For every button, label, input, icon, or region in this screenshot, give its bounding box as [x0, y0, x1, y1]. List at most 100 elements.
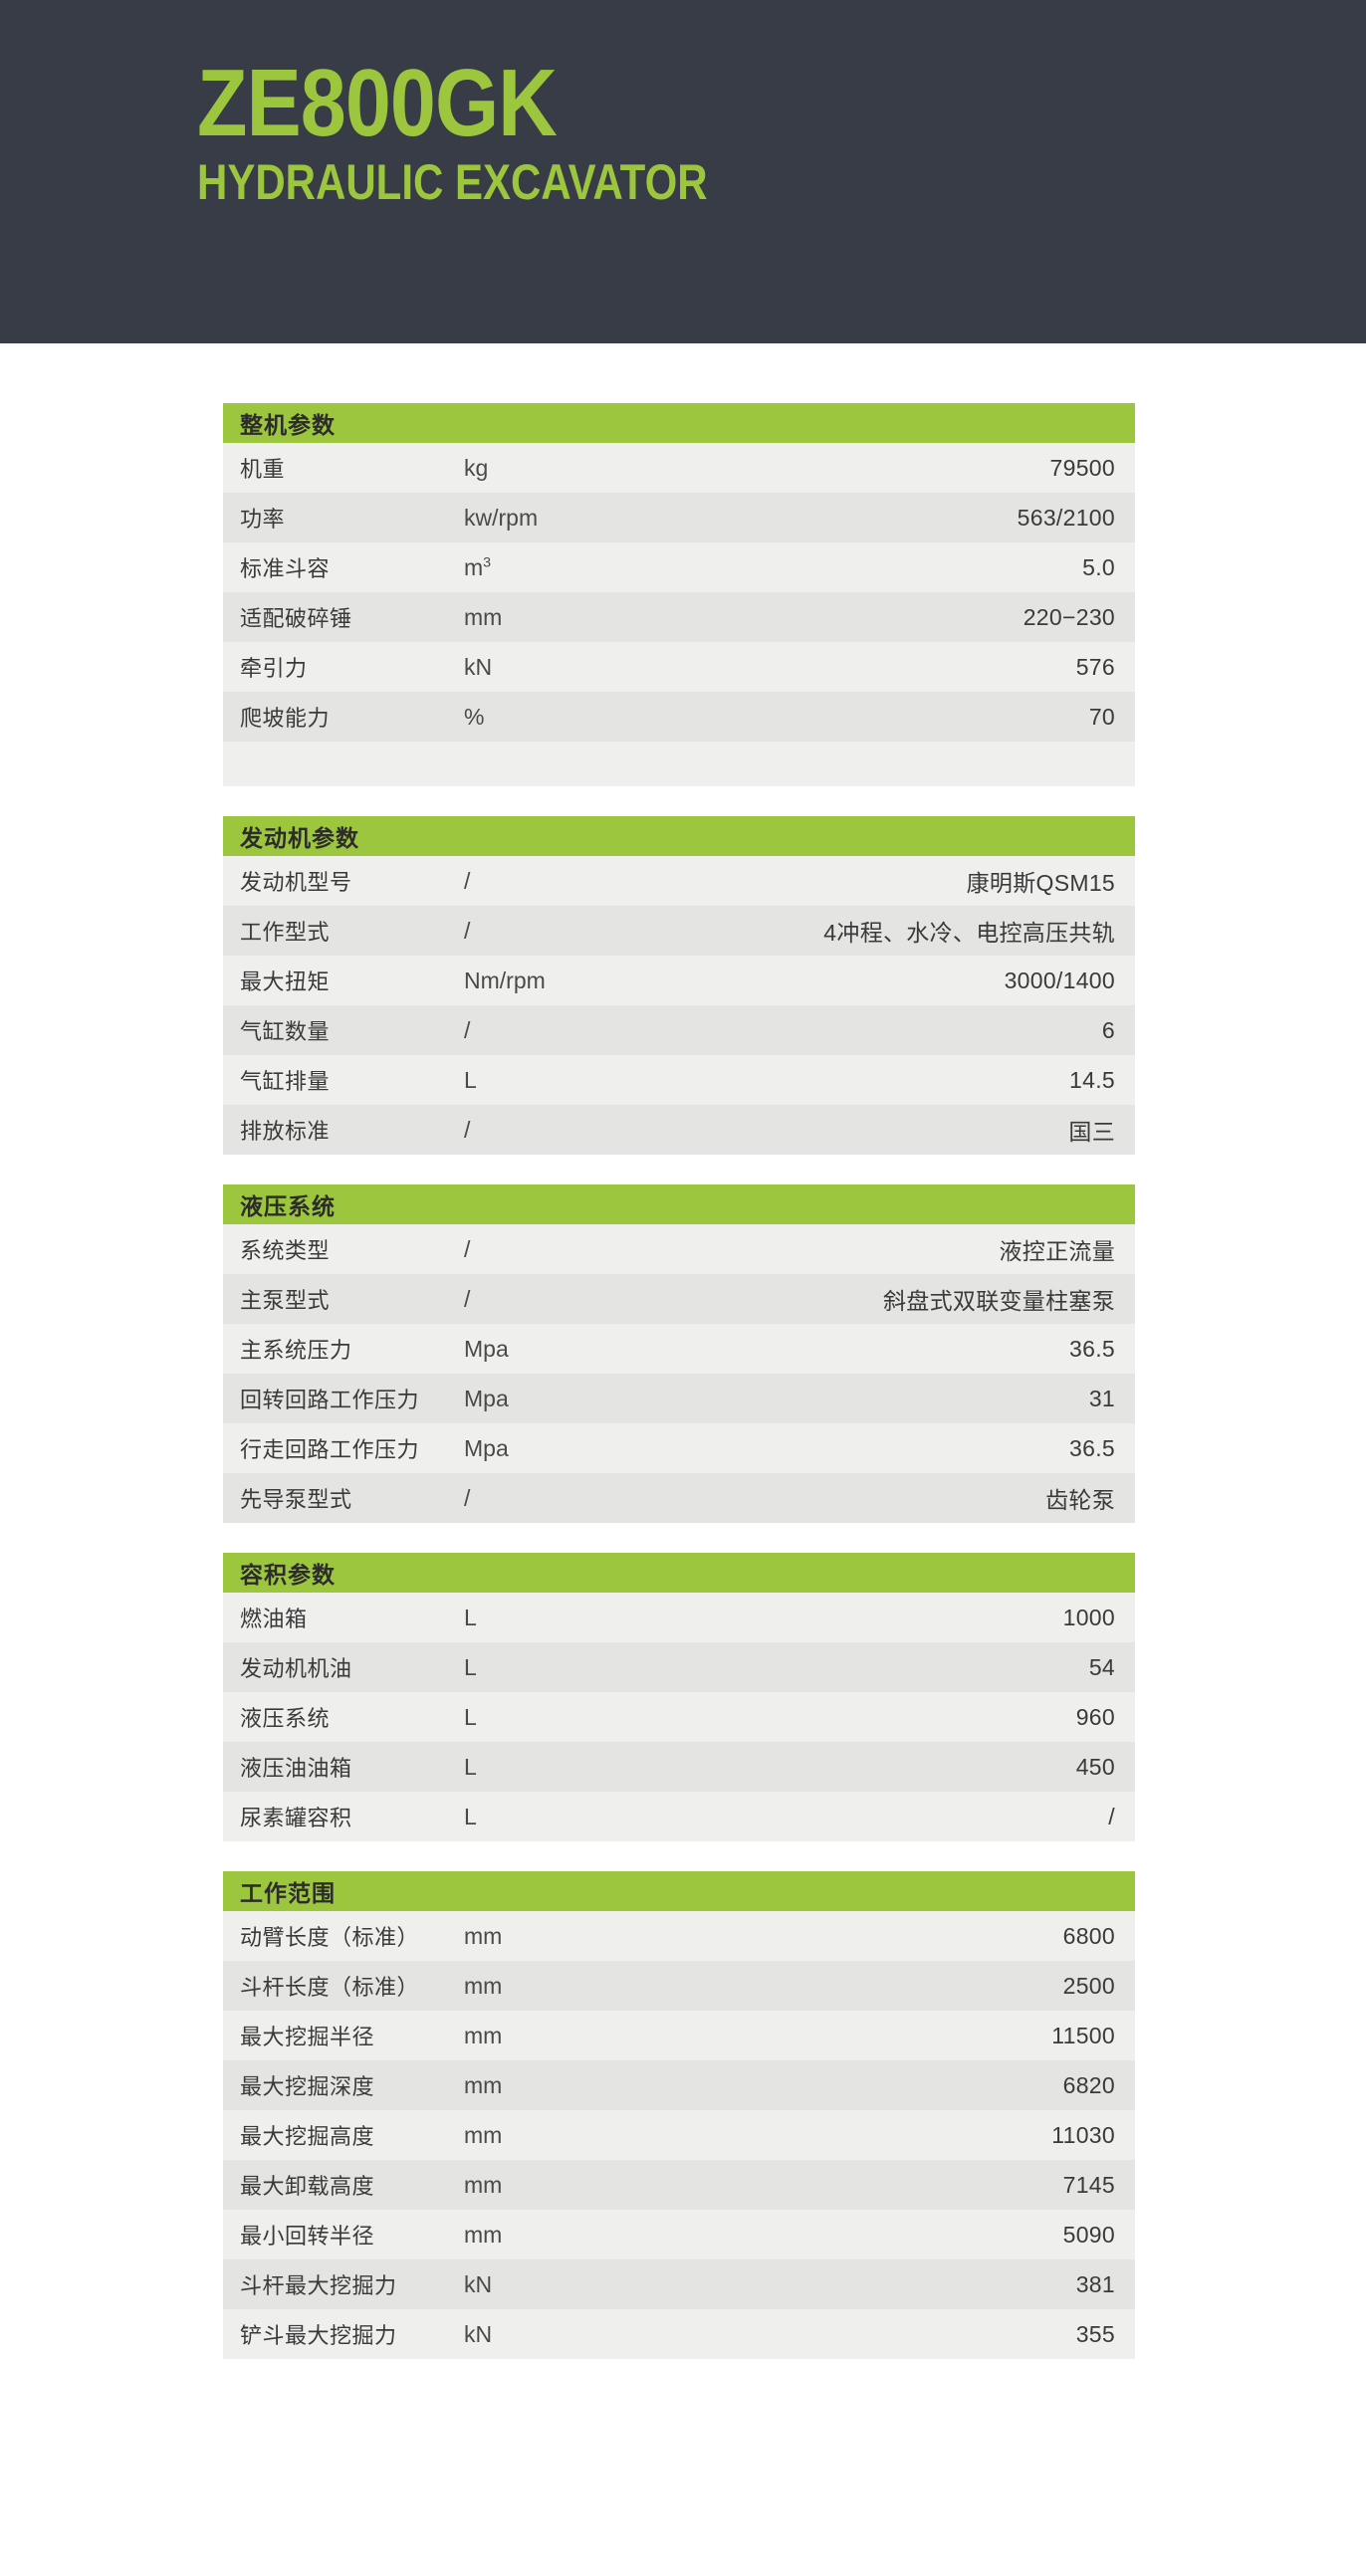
- spec-value: 6820: [1062, 2071, 1115, 2098]
- spec-unit: /: [464, 917, 471, 944]
- spec-row: 液压系统 L 960: [223, 1692, 1135, 1742]
- spec-value: 斜盘式双联变量柱塞泵: [883, 1288, 1115, 1314]
- spec-value: /: [1108, 1803, 1115, 1829]
- spec-row: 最大扭矩 Nm/rpm 3000/1400: [223, 956, 1135, 1005]
- section-header-label: 发动机参数: [240, 825, 359, 851]
- spec-unit: L: [464, 1653, 477, 1680]
- product-type-subtitle: HYDRAULIC EXCAVATOR: [197, 154, 708, 211]
- spec-unit: mm: [464, 603, 503, 630]
- spec-unit: Mpa: [464, 1434, 509, 1461]
- spec-label: 液压系统: [240, 1706, 331, 1731]
- spec-label: 最大卸载高度: [240, 2174, 375, 2199]
- spec-label: 燃油箱: [240, 1607, 308, 1631]
- spec-unit: Mpa: [464, 1385, 509, 1411]
- spec-row: 气缸排量 L 14.5: [223, 1055, 1135, 1105]
- spec-label: 牵引力: [240, 656, 308, 681]
- spec-unit: mm: [464, 2171, 503, 2198]
- spec-unit: L: [464, 1604, 477, 1630]
- spec-label: 主系统压力: [240, 1338, 352, 1363]
- spec-unit: /: [464, 867, 471, 894]
- spec-label: 系统类型: [240, 1238, 331, 1263]
- spec-label: 斗杆最大挖掘力: [240, 2273, 397, 2298]
- spec-value: 5090: [1062, 2221, 1115, 2248]
- spec-row: 机重 kg 79500: [223, 443, 1135, 493]
- spec-value: 36.5: [1069, 1434, 1115, 1461]
- spec-row: 动臂长度（标准） mm 6800: [223, 1911, 1135, 1961]
- spec-label: 气缸数量: [240, 1019, 331, 1044]
- spec-label: 尿素罐容积: [240, 1806, 352, 1830]
- spec-row-group: 机重 kg 79500 功率 kw/rpm 563/2100 标准斗容 m3 5.0 适配破碎锤 m…: [223, 443, 1135, 786]
- banner-text-block: ZE800GK HYDRAULIC EXCAVATOR: [197, 55, 804, 211]
- spec-unit: kN: [464, 653, 493, 680]
- spec-value: 1000: [1062, 1604, 1115, 1630]
- spec-row: 斗杆长度（标准） mm 2500: [223, 1961, 1135, 2011]
- spec-label: 爬坡能力: [240, 706, 331, 731]
- spec-row: 标准斗容 m3 5.0: [223, 542, 1135, 592]
- spec-label: 先导泵型式: [240, 1487, 352, 1512]
- spec-value: 11030: [1051, 2121, 1115, 2148]
- section-header: 发动机参数: [223, 816, 1135, 856]
- spec-value: 2500: [1062, 1972, 1115, 1999]
- spec-value: 54: [1088, 1653, 1115, 1680]
- spec-row: 发动机机油 L 54: [223, 1642, 1135, 1692]
- spec-label: 最小回转半径: [240, 2224, 375, 2249]
- spec-value: 220−230: [1023, 603, 1115, 630]
- spec-label: 排放标准: [240, 1119, 331, 1144]
- spec-unit: L: [464, 1066, 477, 1093]
- spec-value: 960: [1075, 1703, 1115, 1730]
- spec-label: 最大挖掘半径: [240, 2025, 375, 2049]
- spec-value: 6: [1101, 1016, 1115, 1043]
- spec-value: 齿轮泵: [1045, 1487, 1115, 1513]
- spec-value: 14.5: [1069, 1066, 1115, 1093]
- spec-unit: m3: [464, 553, 492, 580]
- spec-unit: /: [464, 1285, 471, 1312]
- spec-label: 标准斗容: [240, 556, 331, 581]
- spec-value: 381: [1075, 2270, 1115, 2297]
- spec-label: 动臂长度（标准）: [240, 1925, 420, 1950]
- spec-unit: /: [464, 1116, 471, 1143]
- spec-label: 发动机机油: [240, 1656, 352, 1681]
- spec-row: 爬坡能力% 70: [223, 692, 1135, 742]
- section-header-label: 整机参数: [240, 412, 336, 438]
- spec-row: 燃油箱 L 1000: [223, 1593, 1135, 1642]
- spec-value: 7145: [1062, 2171, 1115, 2198]
- spec-row: 系统类型 / 液控正流量: [223, 1224, 1135, 1274]
- spec-row: 最小回转半径 mm 5090: [223, 2210, 1135, 2259]
- spec-unit: kN: [464, 2270, 493, 2297]
- spec-row: 主系统压力 Mpa 36.5: [223, 1324, 1135, 1374]
- spec-label: 斗杆长度（标准）: [240, 1975, 420, 2000]
- spec-row: 斗杆最大挖掘力 kN 381: [223, 2259, 1135, 2309]
- spec-row-blank: [223, 742, 1135, 786]
- spec-unit: mm: [464, 1972, 503, 1999]
- spec-row: 液压油油箱 L 450: [223, 1742, 1135, 1792]
- spec-label: 行走回路工作压力: [240, 1437, 420, 1462]
- spec-label: 气缸排量: [240, 1069, 331, 1094]
- spec-value: 5.0: [1082, 553, 1115, 580]
- spec-label: 机重: [240, 457, 286, 482]
- section-header-label: 工作范围: [240, 1880, 336, 1906]
- spec-value: 70: [1088, 703, 1115, 730]
- spec-section: 容积参数 燃油箱 L 1000 发动机机油 L 54 液压系统 L 960 液压油油箱 L 450 尿素罐…: [223, 1553, 1135, 1841]
- spec-section: 发动机参数 发动机型号 / 康明斯QSM15 工作型式 / 4冲程、水冷、电控高压共轨 最大扭…: [223, 816, 1135, 1155]
- spec-value: 3000/1400: [1004, 966, 1115, 993]
- spec-value: 355: [1075, 2320, 1115, 2347]
- spec-row-group: 动臂长度（标准） mm 6800 斗杆长度（标准） mm 2500 最大挖掘半径 mm 1150…: [223, 1911, 1135, 2359]
- spec-label: 铲斗最大挖掘力: [240, 2323, 397, 2348]
- spec-unit: mm: [464, 2071, 503, 2098]
- spec-row-group: 燃油箱 L 1000 发动机机油 L 54 液压系统 L 960 液压油油箱 L 450 尿素罐容积 L /: [223, 1593, 1135, 1841]
- section-header: 工作范围: [223, 1871, 1135, 1911]
- spec-label: 发动机型号: [240, 870, 352, 895]
- spec-label: 最大扭矩: [240, 969, 331, 994]
- spec-row: 铲斗最大挖掘力 kN 355: [223, 2309, 1135, 2359]
- spec-value: 11500: [1051, 2022, 1115, 2048]
- spec-row: 回转回路工作压力 Mpa 31: [223, 1374, 1135, 1423]
- spec-value: 450: [1075, 1753, 1115, 1780]
- spec-unit: mm: [464, 2022, 503, 2048]
- spec-unit: kw/rpm: [464, 504, 539, 531]
- spec-unit: Nm/rpm: [464, 966, 546, 993]
- spec-value: 国三: [1068, 1119, 1115, 1145]
- spec-row: 功率 kw/rpm 563/2100: [223, 493, 1135, 542]
- section-header: 容积参数: [223, 1553, 1135, 1593]
- spec-value: 576: [1075, 653, 1115, 680]
